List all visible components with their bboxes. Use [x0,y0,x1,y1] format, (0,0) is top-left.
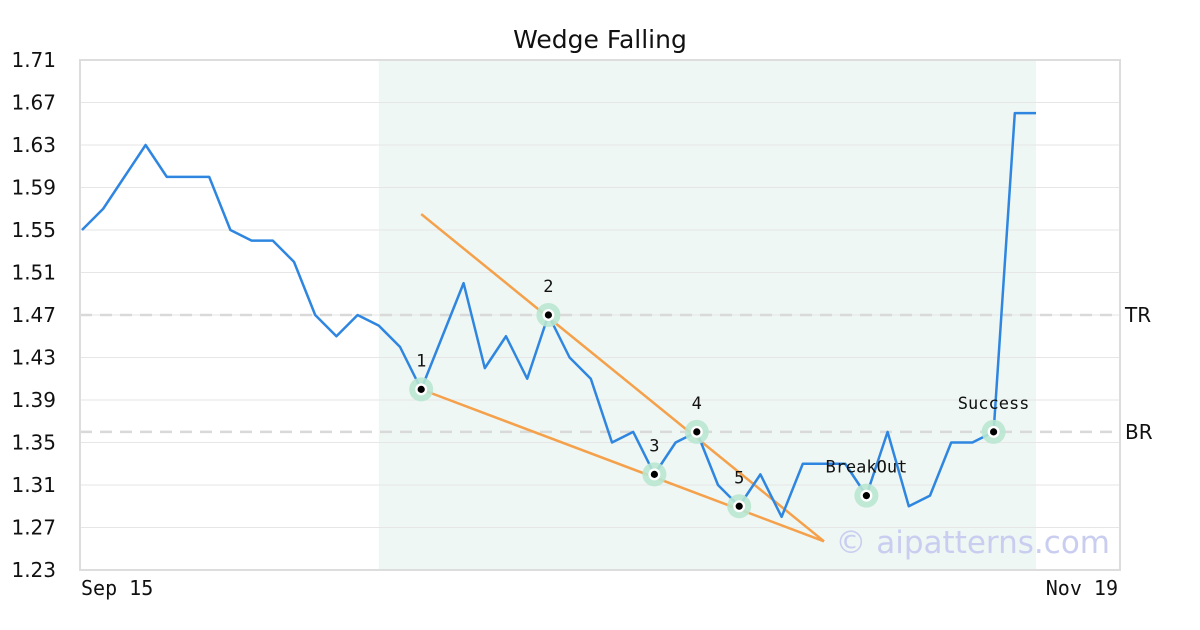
point-label-success: Success [958,394,1030,414]
x-tick-label-end: Nov 19 [1046,576,1118,600]
plot-frame [79,59,1121,571]
point-label-breakout: BreakOut [825,458,907,478]
x-tick-label-start: Sep 15 [81,576,153,600]
watermark: © aipatterns.com [835,525,1110,561]
level-lines: TR BR [80,303,1153,444]
y-tick-label: 1.43 [11,346,56,370]
point-label-2: 2 [543,277,553,297]
point-label-3: 3 [649,436,659,456]
marker-dot-4 [693,428,701,436]
lower-trendline [420,388,825,543]
y-tick-label: 1.39 [11,388,56,412]
y-tick-label: 1.67 [11,91,56,115]
y-tick-label: 1.35 [11,431,56,455]
y-axis-ticks: 1.71 1.67 1.63 1.59 1.55 1.51 1.47 1.43 1.39 1.35… [11,48,56,582]
marker-dot-5 [735,502,743,510]
price-series-line [81,111,1036,519]
marker-dot-3 [650,470,659,478]
y-tick-label: 1.23 [11,558,56,582]
point-label-1: 1 [416,351,426,371]
point-label-5: 5 [734,468,744,488]
y-tick-label: 1.59 [11,176,56,200]
y-tick-label: 1.55 [11,218,56,242]
y-tick-label: 1.31 [11,473,56,497]
chart-title: Wedge Falling [513,25,687,54]
y-tick-label: 1.71 [11,48,56,72]
y-tick-label: 1.47 [11,303,56,327]
point-label-4: 4 [692,394,702,414]
upper-trendline [420,213,825,543]
y-tick-label: 1.63 [11,133,56,157]
trendlines [420,213,825,543]
y-tick-label: 1.51 [11,261,56,285]
marker-dot-1 [417,385,425,393]
pattern-point-markers: 1 2 3 4 5 BreakOut Success [409,277,1030,519]
y-tick-label: 1.27 [11,516,56,540]
marker-dot-success [990,428,998,436]
marker-dot-breakout [862,492,871,500]
level-label-tr: TR [1124,303,1151,327]
level-label-br: BR [1125,420,1153,444]
marker-dot-2 [544,311,553,319]
grid-lines [80,59,1120,571]
